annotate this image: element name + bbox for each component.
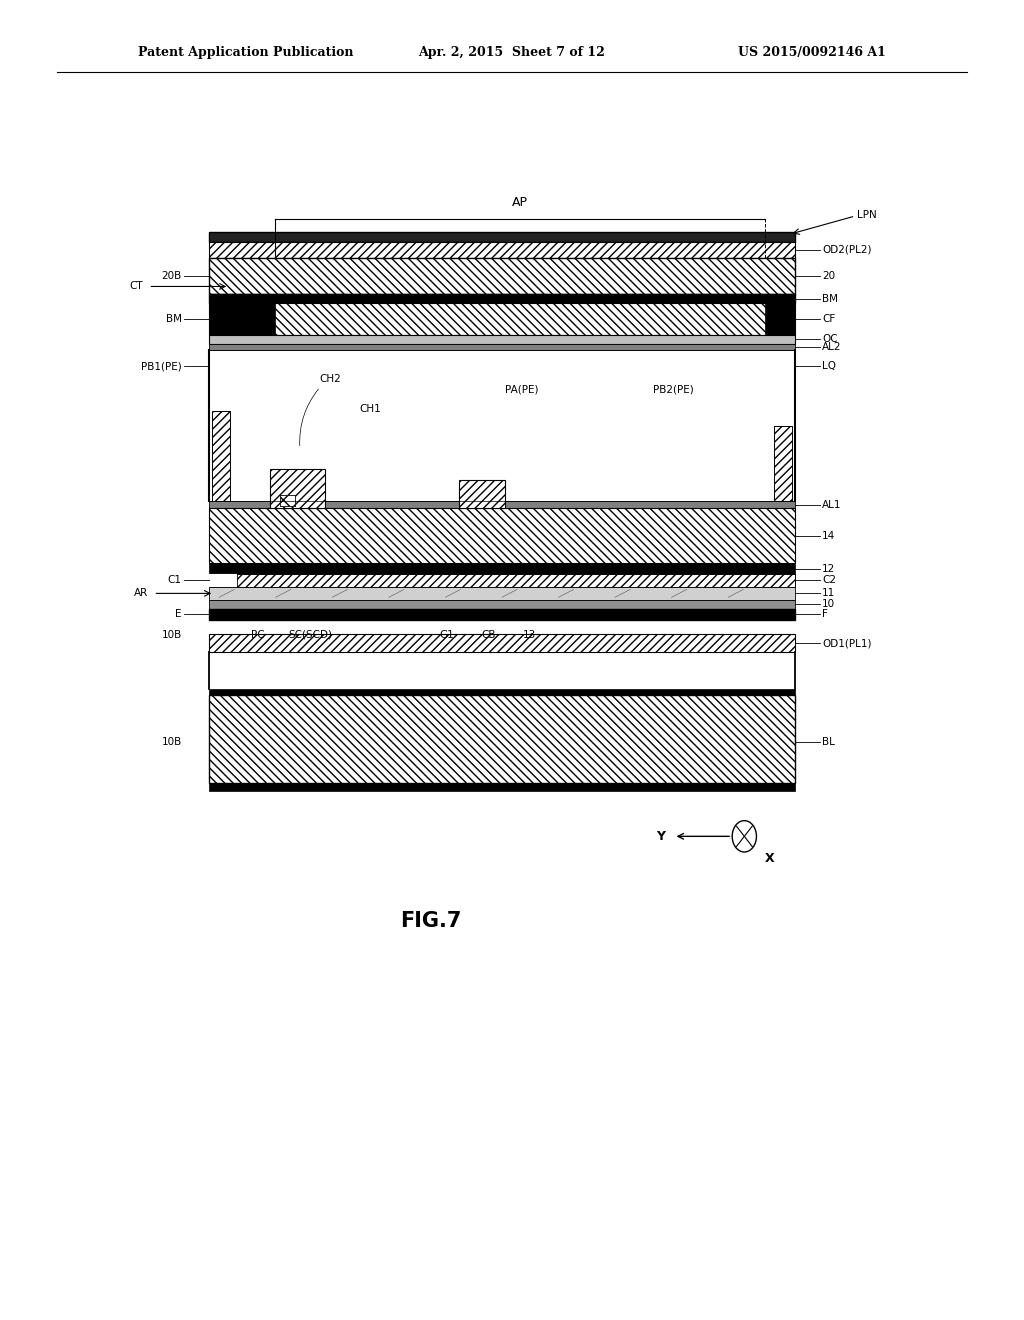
Bar xyxy=(209,599,795,609)
Bar xyxy=(209,564,795,574)
Bar xyxy=(209,609,795,619)
Text: CF: CF xyxy=(822,314,836,325)
Bar xyxy=(280,495,295,506)
Text: AP: AP xyxy=(512,197,527,210)
Bar xyxy=(209,783,795,791)
Bar xyxy=(209,345,795,350)
Text: X: X xyxy=(765,851,774,865)
Bar xyxy=(280,495,295,506)
Text: E: E xyxy=(175,610,181,619)
Text: CT: CT xyxy=(130,281,143,292)
Text: BM: BM xyxy=(166,314,181,325)
Text: LPN: LPN xyxy=(857,210,878,219)
Bar xyxy=(209,689,795,696)
Text: OD1(PL1): OD1(PL1) xyxy=(822,638,871,648)
Text: PB2(PE): PB2(PE) xyxy=(653,384,694,395)
Bar xyxy=(212,411,230,500)
Text: FIG.7: FIG.7 xyxy=(400,911,462,931)
Text: CB: CB xyxy=(481,630,496,640)
Bar xyxy=(209,304,795,335)
Text: C1: C1 xyxy=(168,576,181,585)
Bar xyxy=(460,479,505,508)
Text: C2: C2 xyxy=(822,576,837,585)
Bar xyxy=(209,257,795,294)
Bar xyxy=(209,231,795,242)
Bar xyxy=(209,634,795,652)
Bar xyxy=(269,470,326,508)
Text: LQ: LQ xyxy=(822,362,837,371)
Bar xyxy=(209,242,795,257)
Text: OC: OC xyxy=(822,334,838,345)
Bar xyxy=(765,304,795,335)
Text: US 2015/0092146 A1: US 2015/0092146 A1 xyxy=(738,46,886,59)
Text: 12: 12 xyxy=(822,564,836,574)
Text: OD2(PL2): OD2(PL2) xyxy=(822,246,871,255)
Bar xyxy=(773,425,792,500)
Text: 13: 13 xyxy=(522,630,536,640)
Text: 10B: 10B xyxy=(162,738,181,747)
Text: PB1(PE): PB1(PE) xyxy=(141,362,181,371)
Text: Patent Application Publication: Patent Application Publication xyxy=(138,46,353,59)
Text: CH2: CH2 xyxy=(319,374,341,384)
Text: F: F xyxy=(822,610,828,619)
Text: Y: Y xyxy=(656,830,666,843)
Text: CH1: CH1 xyxy=(359,404,382,414)
Text: 20B: 20B xyxy=(162,271,181,281)
Text: 11: 11 xyxy=(822,589,836,598)
Bar xyxy=(209,500,795,508)
Text: BL: BL xyxy=(822,738,835,747)
Text: 10B: 10B xyxy=(162,630,181,640)
Text: AL1: AL1 xyxy=(822,499,842,510)
Text: PA(PE): PA(PE) xyxy=(506,384,539,395)
Bar xyxy=(209,574,238,587)
Bar xyxy=(209,574,795,587)
Text: BM: BM xyxy=(822,294,838,304)
Text: PC: PC xyxy=(251,630,264,640)
Text: 14: 14 xyxy=(822,531,836,541)
Bar xyxy=(209,335,795,345)
Text: G1: G1 xyxy=(439,630,454,640)
Text: 10: 10 xyxy=(822,599,836,610)
Text: AL2: AL2 xyxy=(822,342,842,352)
Text: SC(SCD): SC(SCD) xyxy=(288,630,332,640)
Text: 20: 20 xyxy=(822,271,836,281)
Text: AR: AR xyxy=(134,589,148,598)
Bar xyxy=(209,304,274,335)
Bar xyxy=(209,508,795,564)
Bar xyxy=(209,696,795,783)
Text: Apr. 2, 2015  Sheet 7 of 12: Apr. 2, 2015 Sheet 7 of 12 xyxy=(419,46,605,59)
Bar xyxy=(209,294,795,304)
Bar xyxy=(209,587,795,599)
